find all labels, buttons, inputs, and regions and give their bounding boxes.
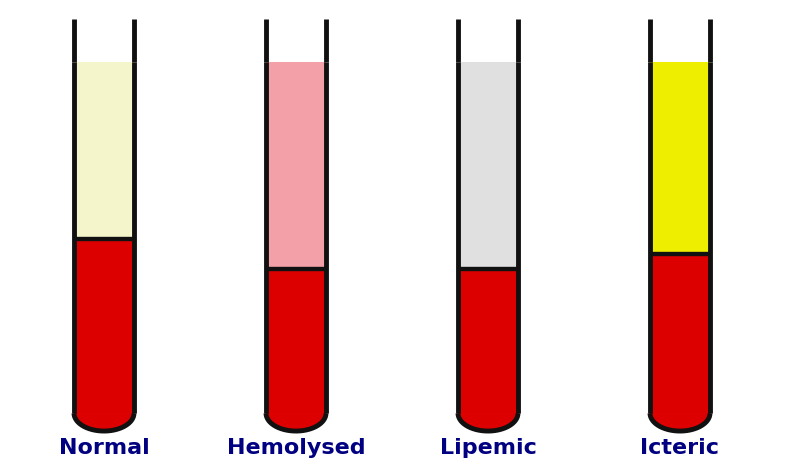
Bar (458, 62, 518, 268)
Bar (650, 62, 710, 254)
Polygon shape (458, 413, 518, 431)
Text: Hemolysed: Hemolysed (226, 438, 366, 458)
Bar (266, 268, 326, 413)
Bar (650, 254, 710, 413)
Polygon shape (650, 413, 710, 431)
Text: Lipemic: Lipemic (439, 438, 537, 458)
Polygon shape (74, 413, 134, 431)
Bar (266, 62, 326, 268)
Polygon shape (266, 413, 326, 431)
Bar (74, 62, 134, 239)
Text: Icteric: Icteric (641, 438, 719, 458)
Text: Normal: Normal (58, 438, 150, 458)
Bar (458, 268, 518, 413)
Bar (74, 239, 134, 413)
